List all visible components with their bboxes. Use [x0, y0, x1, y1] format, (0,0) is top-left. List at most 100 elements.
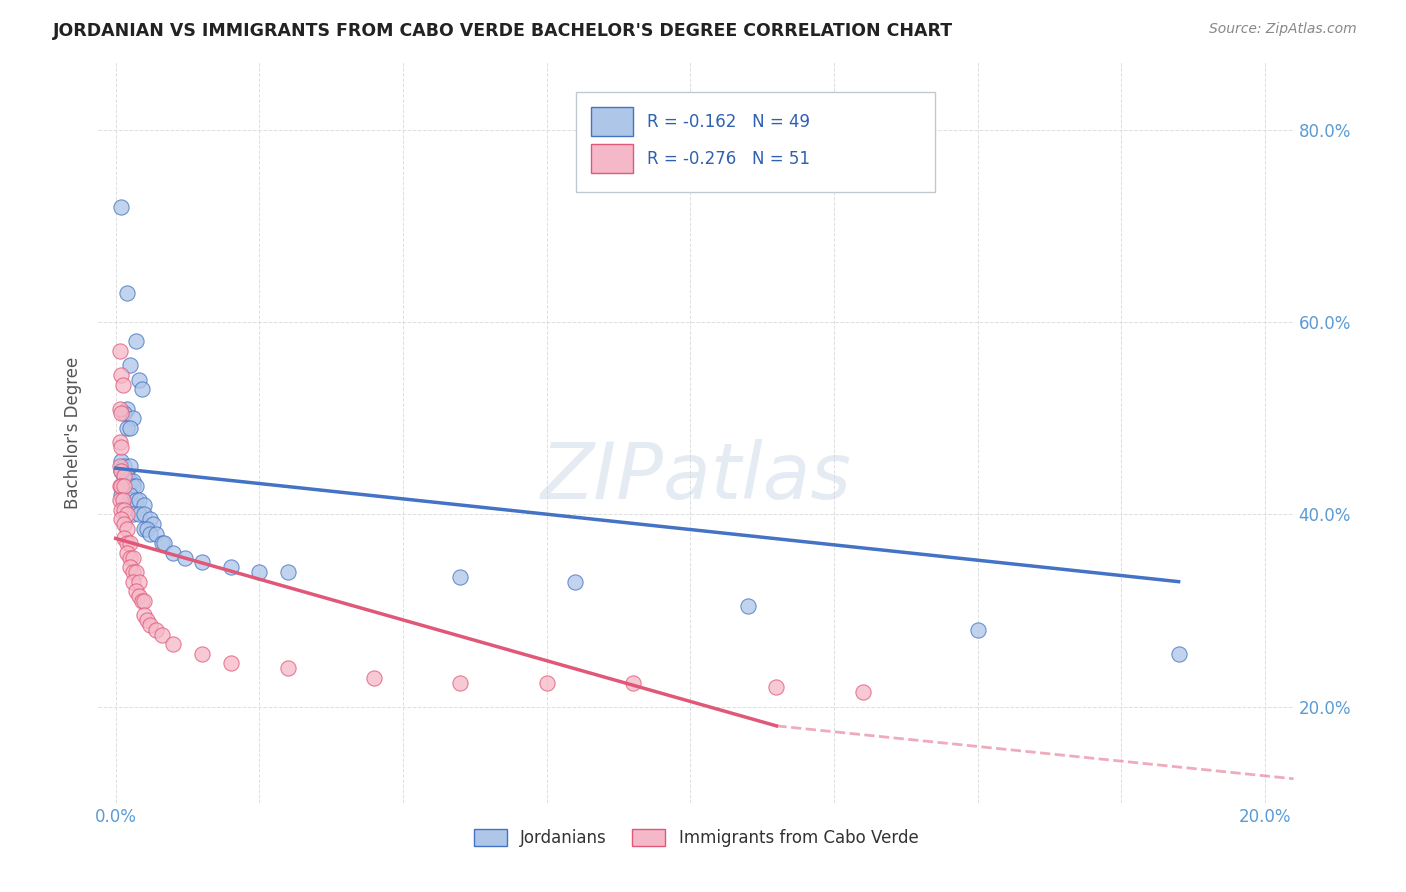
Point [115, 469, 138, 483]
Point [110, 512, 132, 526]
Point [363, 671, 385, 685]
Point [111, 377, 134, 392]
Point [110, 459, 132, 474]
Point [110, 401, 132, 416]
Point [128, 589, 150, 603]
Point [122, 478, 145, 492]
Point [128, 373, 150, 387]
Point [136, 613, 159, 627]
Point [110, 200, 132, 214]
Point [134, 498, 156, 512]
Point [125, 565, 148, 579]
Point [118, 474, 141, 488]
Point [110, 492, 132, 507]
Point [765, 681, 787, 695]
Point [110, 488, 132, 502]
Point [110, 454, 132, 468]
Point [110, 464, 132, 478]
Point [122, 574, 145, 589]
Text: R = -0.276   N = 51: R = -0.276 N = 51 [647, 150, 810, 168]
FancyBboxPatch shape [591, 144, 633, 173]
Point [112, 502, 135, 516]
Y-axis label: Bachelor's Degree: Bachelor's Degree [65, 357, 83, 508]
Point [277, 661, 299, 675]
Point [112, 478, 135, 492]
Text: Source: ZipAtlas.com: Source: ZipAtlas.com [1209, 22, 1357, 37]
Point [125, 492, 148, 507]
Point [966, 623, 988, 637]
FancyBboxPatch shape [591, 107, 633, 136]
Point [145, 623, 167, 637]
Point [115, 401, 138, 416]
Point [118, 536, 141, 550]
Point [150, 627, 173, 641]
Point [134, 594, 156, 608]
Point [112, 459, 135, 474]
Point [449, 675, 471, 690]
Point [125, 584, 148, 599]
Point [173, 550, 195, 565]
Point [131, 594, 153, 608]
Point [536, 675, 558, 690]
Point [110, 343, 132, 358]
Point [118, 560, 141, 574]
Point [145, 526, 167, 541]
Point [110, 478, 132, 492]
Point [162, 637, 184, 651]
Point [139, 618, 162, 632]
Text: R = -0.162   N = 49: R = -0.162 N = 49 [647, 112, 810, 130]
Point [134, 608, 156, 623]
Point [136, 522, 159, 536]
Point [118, 359, 141, 373]
Point [122, 550, 145, 565]
Point [128, 508, 150, 522]
Point [449, 570, 471, 584]
Point [122, 411, 145, 425]
Legend: Jordanians, Immigrants from Cabo Verde: Jordanians, Immigrants from Cabo Verde [467, 822, 925, 854]
Point [115, 474, 138, 488]
Point [128, 574, 150, 589]
Text: ZIPatlas: ZIPatlas [540, 439, 852, 515]
Point [110, 440, 132, 454]
Point [122, 565, 145, 579]
Point [110, 368, 132, 382]
Point [110, 464, 132, 478]
Point [110, 435, 132, 450]
Point [737, 599, 759, 613]
Point [118, 488, 141, 502]
Point [131, 382, 153, 396]
Point [110, 406, 132, 420]
Point [621, 675, 644, 690]
Point [118, 421, 141, 435]
Point [118, 459, 141, 474]
Point [115, 522, 138, 536]
Point [115, 421, 138, 435]
Point [219, 657, 242, 671]
Point [115, 286, 138, 301]
Point [128, 492, 150, 507]
Point [153, 536, 176, 550]
Point [112, 406, 135, 420]
Point [139, 512, 162, 526]
Point [112, 469, 135, 483]
Point [852, 685, 875, 699]
Point [564, 574, 586, 589]
Point [191, 647, 214, 661]
Point [122, 474, 145, 488]
Point [112, 532, 135, 546]
Point [139, 526, 162, 541]
Point [150, 536, 173, 550]
Point [125, 478, 148, 492]
Point [115, 546, 138, 560]
Point [112, 516, 135, 531]
Point [122, 508, 145, 522]
Point [110, 478, 132, 492]
Point [191, 556, 214, 570]
Point [162, 546, 184, 560]
Point [134, 508, 156, 522]
Point [115, 508, 138, 522]
Point [111, 492, 134, 507]
Point [142, 516, 165, 531]
Point [247, 565, 270, 579]
Text: JORDANIAN VS IMMIGRANTS FROM CABO VERDE BACHELOR'S DEGREE CORRELATION CHART: JORDANIAN VS IMMIGRANTS FROM CABO VERDE … [53, 22, 953, 40]
